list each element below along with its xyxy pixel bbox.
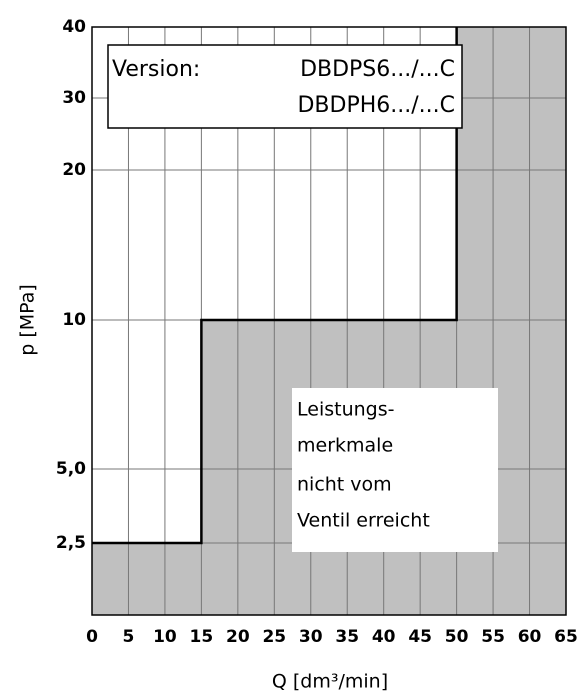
x-tick-label: 5 — [123, 627, 135, 647]
x-tick-label: 15 — [190, 627, 214, 647]
annotation-line: nicht vom — [297, 474, 392, 496]
x-tick-label: 25 — [262, 627, 286, 647]
annotation-line: merkmale — [297, 435, 393, 457]
x-tick-label: 65 — [554, 627, 578, 647]
y-axis-label: p [MPa] — [17, 284, 39, 356]
version-label: Version: — [112, 57, 200, 82]
y-tick-label: 40 — [62, 17, 86, 37]
annotation-box — [292, 388, 498, 552]
y-tick-label: 10 — [62, 310, 86, 330]
boundary-line — [92, 27, 458, 545]
version-box — [107, 44, 463, 129]
x-tick-label: 10 — [153, 627, 177, 647]
x-axis-label: Q [dm³/min] — [272, 671, 388, 691]
x-tick-label: 20 — [226, 627, 250, 647]
x-tick-label: 40 — [372, 627, 396, 647]
x-tick-label: 55 — [481, 627, 505, 647]
annotation-line: Leistungs- — [297, 399, 394, 421]
annotation-line: Ventil erreicht — [297, 510, 430, 532]
y-tick-label: 20 — [62, 160, 86, 180]
plot-frame — [91, 26, 567, 616]
x-tick-label: 45 — [408, 627, 432, 647]
x-tick-label: 50 — [445, 627, 469, 647]
x-tick-label: 30 — [299, 627, 323, 647]
version-line: DBDPH6.../...C — [297, 93, 455, 118]
version-line: DBDPS6.../...C — [300, 57, 455, 82]
y-tick-label: 30 — [62, 88, 86, 108]
x-tick-label: 60 — [518, 627, 542, 647]
y-tick-label: 2,5 — [56, 533, 86, 553]
x-tick-label: 35 — [335, 627, 359, 647]
y-tick-label: 5,0 — [56, 459, 86, 479]
x-tick-label: 0 — [86, 627, 98, 647]
